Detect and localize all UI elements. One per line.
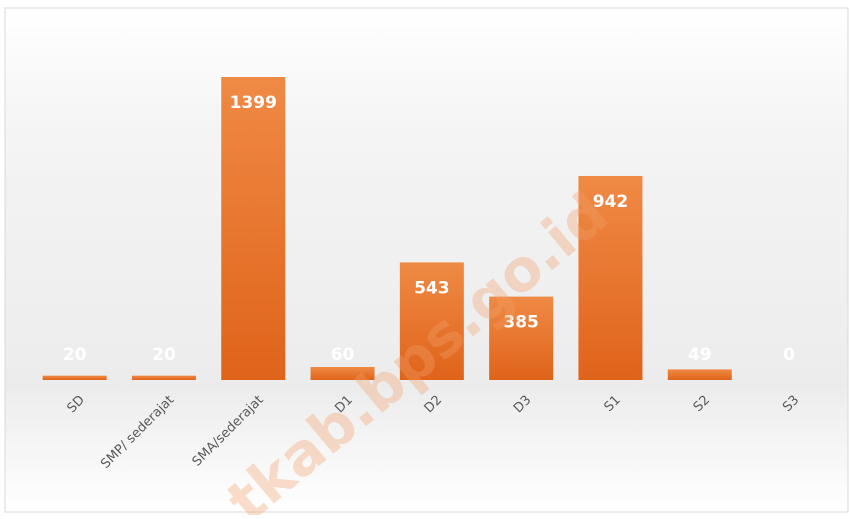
data-label: 385 (503, 313, 539, 333)
bar (221, 77, 286, 380)
data-label: 20 (152, 345, 176, 365)
bar (42, 375, 107, 380)
data-label: 49 (688, 345, 712, 365)
data-label: 543 (414, 278, 450, 298)
bar (399, 262, 464, 380)
bar (131, 375, 196, 380)
bar (489, 296, 554, 380)
bar (578, 175, 643, 380)
data-label: 1399 (230, 93, 277, 113)
data-label: 60 (331, 345, 355, 365)
bar (310, 367, 375, 380)
data-label: 942 (593, 192, 629, 212)
chart-frame (4, 7, 849, 513)
data-label: 20 (63, 345, 87, 365)
data-label: 0 (783, 345, 795, 365)
bar (667, 369, 732, 380)
